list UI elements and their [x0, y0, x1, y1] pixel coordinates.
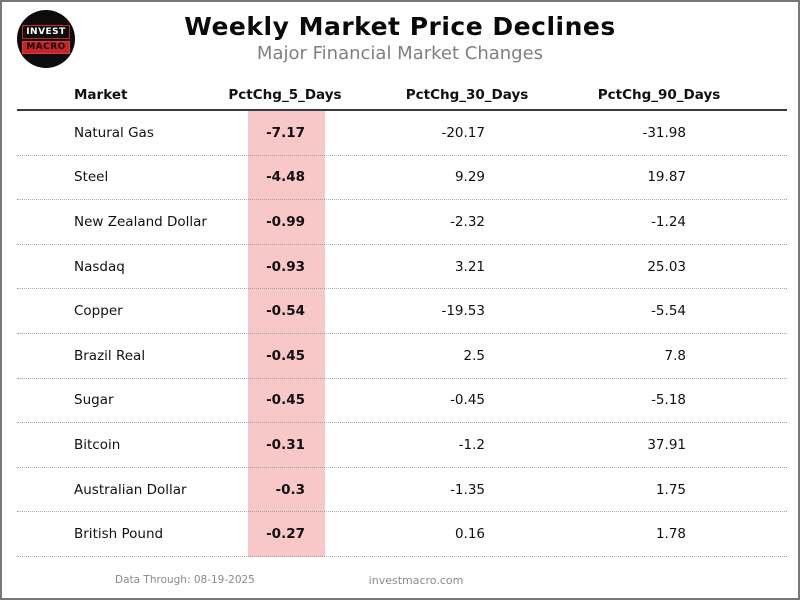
- market-cell: Nasdaq: [74, 258, 125, 275]
- pctchg-5-days-cell: -0.93: [266, 258, 305, 275]
- site-name: investmacro.com: [368, 574, 464, 587]
- pctchg-90-days-cell: 1.78: [655, 526, 686, 543]
- pctchg-5-days-cell: -0.27: [266, 526, 305, 543]
- pctchg-30-days-cell: -0.45: [450, 392, 485, 409]
- logo-macro-text: MACRO: [22, 40, 70, 54]
- table-row: Natural Gas -7.17 -20.17 -31.98: [17, 111, 787, 156]
- pctchg-5-days-cell: -0.45: [266, 347, 305, 364]
- market-cell: Brazil Real: [74, 347, 146, 364]
- pctchg-5-days-cell: -0.31: [266, 436, 305, 453]
- pctchg-5-days-cell: -0.99: [266, 213, 305, 230]
- table-row: British Pound -0.27 0.16 1.78: [17, 512, 787, 557]
- pctchg-30-days-cell: -20.17: [441, 124, 485, 141]
- market-table: Market PctChg_5_Days PctChg_30_Days PctC…: [17, 82, 787, 557]
- table-row: Australian Dollar -0.3 -1.35 1.75: [17, 468, 787, 513]
- pctchg-5-days-cell: -7.17: [266, 124, 305, 141]
- column-header-market: Market: [74, 87, 128, 103]
- pctchg-30-days-cell: -2.32: [450, 213, 485, 230]
- pctchg-5-days-cell: -4.48: [266, 169, 305, 186]
- table-row: Brazil Real -0.45 2.5 7.8: [17, 334, 787, 379]
- pctchg-30-days-cell: -1.35: [450, 481, 485, 498]
- market-cell: Natural Gas: [74, 124, 154, 141]
- column-header-pctchg-90-days: PctChg_90_Days: [597, 87, 721, 103]
- pctchg-90-days-cell: -31.98: [642, 124, 686, 141]
- market-cell: British Pound: [74, 526, 164, 543]
- pctchg-90-days-cell: 1.75: [655, 481, 686, 498]
- pctchg-90-days-cell: 25.03: [647, 258, 686, 275]
- table-header-row: Market PctChg_5_Days PctChg_30_Days PctC…: [17, 82, 787, 111]
- table-row: Bitcoin -0.31 -1.2 37.91: [17, 423, 787, 468]
- page-subtitle: Major Financial Market Changes: [256, 43, 544, 64]
- title-block: Weekly Market Price Declines Major Finan…: [2, 12, 798, 66]
- pctchg-90-days-cell: 7.8: [664, 347, 686, 364]
- table-row: Copper -0.54 -19.53 -5.54: [17, 289, 787, 334]
- table-body: Natural Gas -7.17 -20.17 -31.98 Steel -4.48 9.…: [17, 111, 787, 557]
- pctchg-30-days-cell: 9.29: [454, 169, 485, 186]
- market-cell: Steel: [74, 169, 109, 186]
- market-cell: Bitcoin: [74, 436, 121, 453]
- logo-invest-text: INVEST: [22, 24, 70, 39]
- table-row: Sugar -0.45 -0.45 -5.18: [17, 379, 787, 424]
- pctchg-30-days-cell: -1.2: [458, 436, 485, 453]
- data-through-note: Data Through: 08-19-2025: [115, 574, 255, 586]
- pctchg-5-days-highlight-band: [248, 111, 325, 557]
- investmacro-logo: INVEST MACRO: [17, 10, 75, 68]
- pctchg-90-days-cell: -1.24: [651, 213, 686, 230]
- pctchg-90-days-cell: 37.91: [647, 436, 686, 453]
- pctchg-90-days-cell: 19.87: [647, 169, 686, 186]
- pctchg-5-days-cell: -0.45: [266, 392, 305, 409]
- market-cell: New Zealand Dollar: [74, 213, 207, 230]
- market-cell: Sugar: [74, 392, 114, 409]
- table-row: Steel -4.48 9.29 19.87: [17, 156, 787, 201]
- market-cell: Copper: [74, 303, 123, 320]
- table-row: Nasdaq -0.93 3.21 25.03: [17, 245, 787, 290]
- column-header-pctchg-5-days: PctChg_5_Days: [228, 87, 342, 103]
- page-title: Weekly Market Price Declines: [184, 12, 616, 41]
- column-header-pctchg-30-days: PctChg_30_Days: [405, 87, 529, 103]
- pctchg-90-days-cell: -5.18: [651, 392, 686, 409]
- market-cell: Australian Dollar: [74, 481, 187, 498]
- pctchg-90-days-cell: -5.54: [651, 303, 686, 320]
- pctchg-30-days-cell: 2.5: [463, 347, 485, 364]
- pctchg-5-days-cell: -0.3: [275, 481, 305, 498]
- pctchg-30-days-cell: 0.16: [454, 526, 485, 543]
- pctchg-5-days-cell: -0.54: [266, 303, 305, 320]
- pctchg-30-days-cell: -19.53: [441, 303, 485, 320]
- table-row: New Zealand Dollar -0.99 -2.32 -1.24: [17, 200, 787, 245]
- pctchg-30-days-cell: 3.21: [454, 258, 485, 275]
